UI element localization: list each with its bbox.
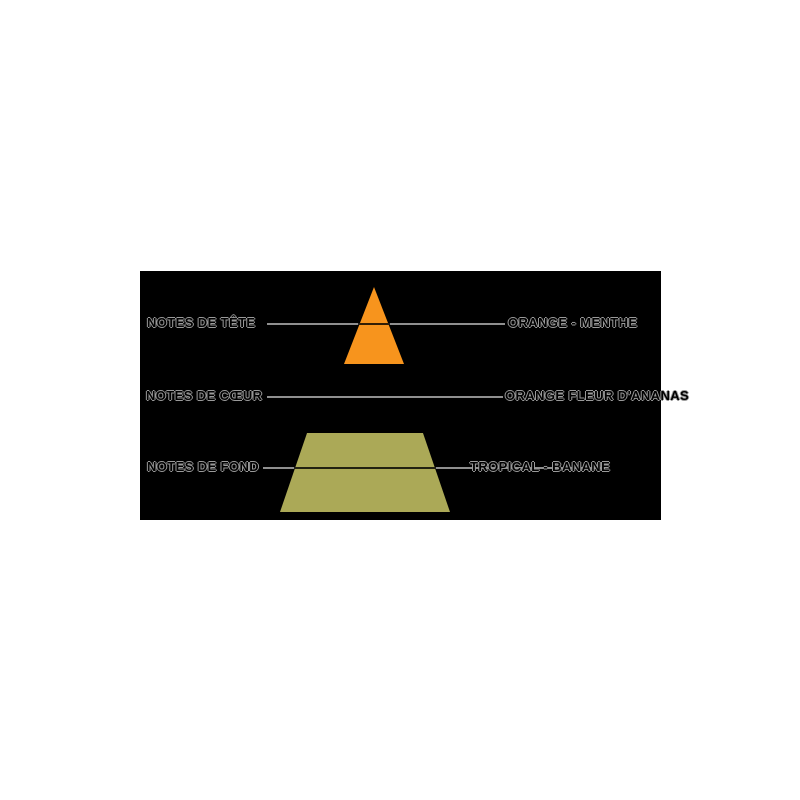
top-layer-divider-line — [358, 323, 390, 325]
pyramid-base-layer — [280, 433, 450, 512]
label-notes-de-tete: NOTES DE TÊTE — [147, 315, 256, 330]
pyramid-top-layer — [344, 287, 404, 364]
label-notes-de-coeur: NOTES DE CŒUR — [146, 388, 263, 403]
base-layer-divider-line — [294, 467, 436, 469]
label-notes-de-fond: NOTES DE FOND — [147, 459, 260, 474]
label-base-notes-value: TROPICAL - BANANE — [470, 459, 611, 474]
label-top-notes-value: ORANGE - MENTHE — [508, 315, 638, 330]
olfactory-pyramid-diagram: NOTES DE TÊTE NOTES DE CŒUR NOTES DE FON… — [140, 271, 689, 520]
leader-line-heart-notes — [267, 396, 503, 398]
label-heart-notes-value: ORANGE FLEUR D'ANANAS — [505, 388, 690, 403]
